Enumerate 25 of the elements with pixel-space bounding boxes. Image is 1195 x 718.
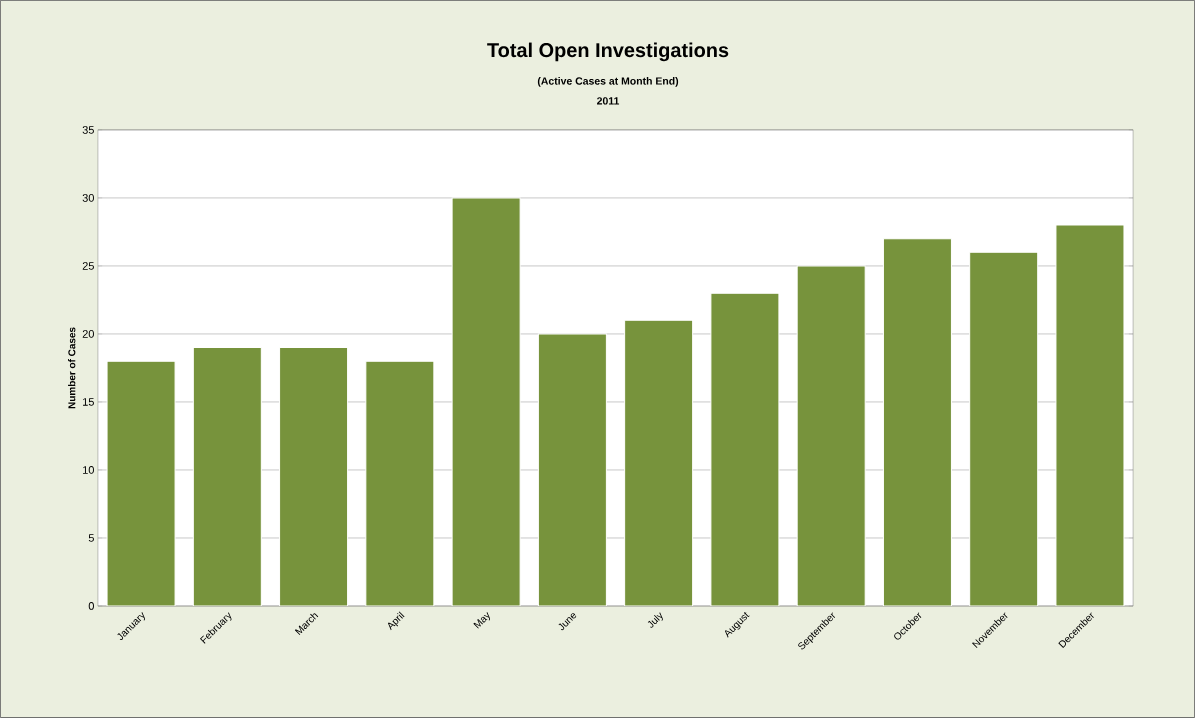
bar <box>710 293 779 607</box>
bar <box>452 197 521 607</box>
y-tick-label: 20 <box>82 330 94 338</box>
y-tick-label: 10 <box>83 466 94 474</box>
bar <box>797 265 866 607</box>
bar <box>538 333 607 607</box>
bar <box>1055 224 1125 607</box>
bar <box>883 238 952 607</box>
y-tick-label: 35 <box>82 126 94 134</box>
y-tick-label: 5 <box>88 534 94 542</box>
y-tick-label: 0 <box>88 602 94 610</box>
y-tick-label: 25 <box>82 262 94 270</box>
text: 2011 <box>597 97 620 105</box>
bar <box>193 347 262 607</box>
chart-title: Total Open Investigations <box>487 42 729 62</box>
bar <box>107 361 176 607</box>
chart-subtitle: (Active Cases at Month End) <box>537 77 679 87</box>
bar <box>624 320 693 607</box>
y-tick-label: 15 <box>83 398 94 406</box>
bar <box>279 347 348 607</box>
bar <box>969 252 1038 607</box>
bar <box>365 361 434 607</box>
y-axis-title: Number of Cases <box>68 327 76 409</box>
x-tick-label: July <box>647 612 663 628</box>
y-tick-label: 30 <box>82 194 94 202</box>
